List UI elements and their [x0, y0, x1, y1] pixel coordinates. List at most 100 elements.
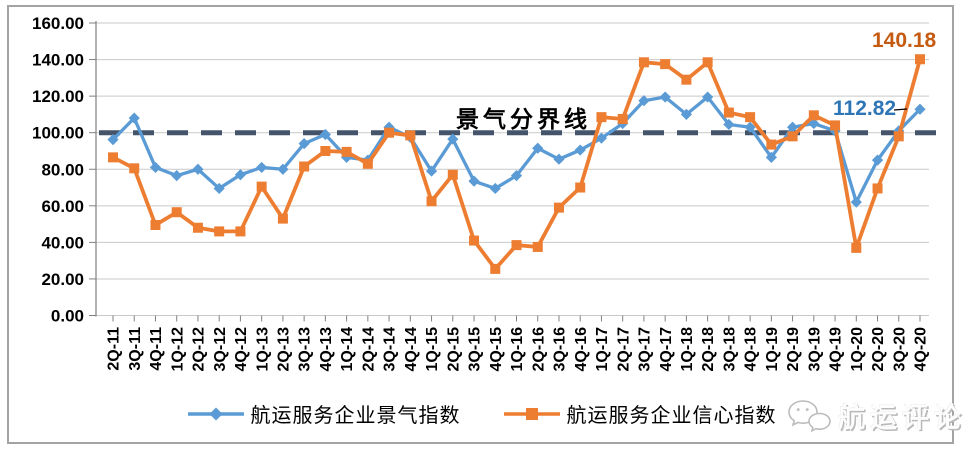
x-tick-label: 3Q-17 [637, 327, 654, 372]
boom-index-markers [107, 91, 926, 208]
square-marker [320, 145, 331, 156]
square-marker [893, 131, 904, 142]
x-tick-label: 1Q-20 [849, 327, 866, 372]
y-tick-label: 100.00 [32, 124, 84, 143]
square-marker [362, 158, 373, 169]
square-marker [256, 181, 267, 192]
diamond-marker [659, 91, 671, 103]
diamond-marker [447, 133, 459, 145]
square-marker [638, 57, 649, 68]
x-tick-label: 4Q-11 [148, 327, 165, 371]
diamond-marker [574, 144, 586, 156]
square-marker [150, 220, 161, 231]
diamond-marker [723, 118, 735, 131]
y-tick-label: 120.00 [32, 87, 84, 106]
datalabel-last-confidence-index: 140.18 [872, 29, 937, 52]
square-marker [745, 112, 756, 123]
diamond-marker [489, 182, 501, 195]
y-tick-label: 60.00 [41, 197, 84, 216]
x-tick-label: 2Q-15 [445, 327, 462, 372]
square-marker [872, 183, 883, 194]
square-marker [808, 110, 819, 121]
legend-label-boom-index: 航运服务企业景气指数 [250, 405, 461, 427]
watermark: 航运评论 [786, 396, 963, 435]
x-tick-label: 3Q-13 [297, 327, 314, 372]
x-tick-label: 2Q-17 [615, 327, 632, 372]
x-tick-label: 4Q-18 [743, 327, 760, 372]
square-marker [214, 226, 225, 237]
legend-item-boom-index: 航运服务企业景气指数 [187, 399, 461, 428]
x-tick-label: 1Q-17 [594, 327, 611, 372]
diamond-marker [107, 134, 119, 146]
diamond-marker [510, 170, 523, 182]
diamond-marker [425, 165, 438, 177]
x-tick-label: 4Q-16 [573, 327, 590, 372]
diamond-marker [128, 112, 140, 124]
x-tick-label: 1Q-19 [764, 327, 781, 372]
boundary-line-label: 景气分界线 [456, 106, 591, 132]
y-tick-label: 160.00 [32, 14, 84, 33]
square-marker [681, 74, 692, 85]
x-tick-label: 3Q-12 [212, 327, 229, 372]
x-tick-label: 2Q-16 [530, 327, 547, 372]
x-tick-label: 1Q-12 [169, 327, 186, 372]
square-marker [192, 222, 203, 233]
diamond-marker [149, 161, 162, 174]
square-marker [299, 161, 310, 172]
diamond-marker [850, 196, 862, 208]
speech-bubbles-icon [788, 399, 831, 432]
square-marker [129, 163, 140, 174]
x-tick-label: 2Q-13 [275, 327, 292, 372]
watermark-text: 航运评论 [838, 403, 963, 433]
blue-line-diamond-marker-icon [187, 407, 244, 420]
x-tick-label: 4Q-14 [403, 327, 420, 372]
square-marker [575, 182, 586, 193]
diamond-marker [277, 163, 289, 175]
diamond-marker [213, 182, 225, 195]
x-tick-label: 1Q-13 [254, 327, 271, 372]
diamond-marker [786, 121, 799, 133]
x-tick-label: 4Q-13 [318, 327, 335, 372]
x-tick-label: 4Q-15 [488, 327, 505, 372]
diamond-marker [638, 95, 650, 107]
x-tick-label: 1Q-18 [679, 327, 696, 372]
diamond-marker [234, 169, 247, 181]
x-tick-label: 1Q-15 [424, 327, 441, 372]
square-marker [702, 57, 713, 68]
square-marker [723, 107, 734, 118]
square-marker [553, 202, 564, 213]
x-tick-label: 1Q-14 [339, 327, 356, 372]
x-axis-tick-labels: 2Q-11 3Q-11 4Q-11 1Q-12 2Q-12 3Q-12 4Q-12 1Q-13… [106, 327, 930, 372]
chart-frame [7, 5, 954, 444]
x-tick-label: 4Q-20 [913, 327, 930, 372]
x-tick-label: 2Q-14 [360, 327, 377, 372]
orange-line-square-marker-icon [503, 407, 560, 420]
y-tick-label: 0.00 [51, 307, 84, 326]
x-tick-label: 3Q-14 [382, 327, 399, 372]
x-tick-label: 2Q-12 [191, 327, 208, 372]
legend-label-confidence-index: 航运服务企业信心指数 [566, 405, 777, 427]
square-marker [341, 146, 352, 157]
diamond-marker [702, 91, 714, 103]
x-tick-label: 1Q-16 [509, 327, 526, 372]
diamond-marker [256, 161, 268, 174]
diamond-marker [595, 132, 608, 144]
square-marker [447, 169, 458, 180]
square-marker [384, 127, 395, 138]
diamond-marker [298, 138, 310, 150]
diamond-marker [553, 153, 565, 165]
square-marker [766, 139, 777, 150]
square-marker [108, 152, 118, 163]
y-tick-label: 20.00 [41, 270, 84, 289]
x-tick-label: 3Q-16 [552, 327, 569, 372]
square-marker [277, 213, 288, 224]
y-tick-label: 40.00 [41, 233, 84, 252]
diamond-marker [680, 108, 692, 121]
diamond-marker [765, 151, 777, 163]
x-tick-label: 4Q-19 [828, 327, 845, 372]
x-tick-label: 3Q-18 [721, 327, 738, 372]
y-tick-label: 80.00 [41, 160, 84, 179]
diamond-marker [341, 151, 353, 163]
square-marker [532, 241, 543, 252]
